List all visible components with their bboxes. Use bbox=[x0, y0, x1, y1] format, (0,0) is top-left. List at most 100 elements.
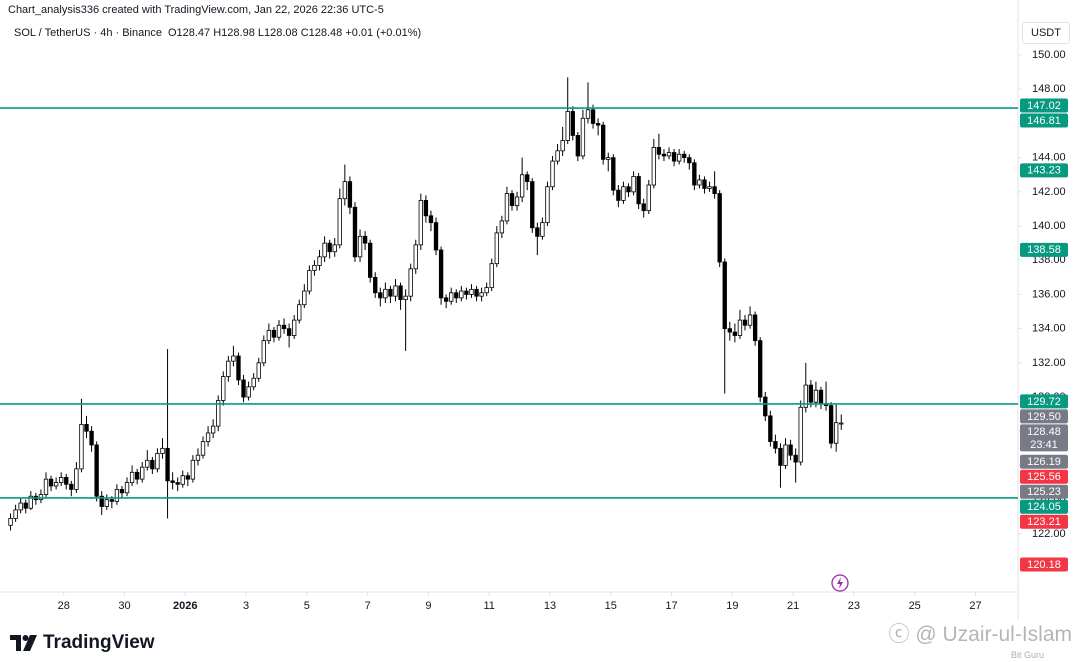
candle-body bbox=[241, 379, 246, 398]
candle-body bbox=[362, 235, 368, 244]
candle-body bbox=[742, 319, 748, 326]
candle-body bbox=[119, 488, 125, 494]
y-tick-label: 142.00 bbox=[1032, 186, 1066, 198]
price-badge-label: 138.58 bbox=[1027, 244, 1061, 256]
candle-body bbox=[464, 290, 469, 295]
price-badge-label: 124.05 bbox=[1027, 501, 1061, 513]
candle-body bbox=[449, 292, 454, 302]
candle-body bbox=[484, 287, 489, 294]
candle-body bbox=[666, 152, 672, 157]
candle-body bbox=[160, 447, 165, 454]
candle-body bbox=[271, 329, 277, 338]
candle-body bbox=[737, 319, 743, 336]
candle-body bbox=[94, 444, 99, 497]
candle-body bbox=[185, 475, 190, 480]
logo-part bbox=[23, 635, 37, 651]
candle-body bbox=[595, 123, 601, 126]
candle-body bbox=[114, 488, 120, 502]
candle-body bbox=[788, 444, 793, 456]
candle-body bbox=[342, 181, 348, 200]
candle-body bbox=[828, 405, 834, 444]
y-tick-label: 138.00 bbox=[1032, 254, 1066, 266]
candle-body bbox=[459, 290, 464, 299]
candle-body bbox=[124, 482, 130, 494]
candle-body bbox=[499, 220, 505, 234]
candle-body bbox=[398, 285, 403, 300]
candle-body bbox=[104, 499, 109, 507]
candle-body bbox=[261, 340, 266, 364]
lightning-icon[interactable] bbox=[831, 574, 849, 592]
x-tick-label: 5 bbox=[304, 600, 310, 612]
candle-body bbox=[109, 499, 115, 502]
x-tick-label: 28 bbox=[58, 600, 70, 612]
candle-body bbox=[337, 198, 342, 246]
candle-body bbox=[732, 331, 738, 336]
price-badge bbox=[1020, 484, 1068, 499]
candle-body bbox=[428, 215, 434, 224]
candle-body bbox=[8, 518, 13, 526]
candle-body bbox=[140, 466, 145, 480]
x-tick-label: 15 bbox=[605, 600, 617, 612]
candle-body bbox=[570, 111, 575, 136]
x-tick-label: 2026 bbox=[173, 600, 197, 612]
candle-body bbox=[89, 430, 94, 446]
x-tick-label: 19 bbox=[726, 600, 738, 612]
candle-body bbox=[251, 377, 256, 388]
brand: TradingView bbox=[10, 632, 155, 654]
candle-body bbox=[317, 256, 322, 266]
candle-body bbox=[13, 509, 18, 519]
candle-body bbox=[768, 415, 773, 442]
candle-body bbox=[231, 355, 236, 362]
candle-body bbox=[373, 276, 378, 294]
price-badge-label: 125.23 bbox=[1027, 486, 1061, 498]
x-tick-label: 27 bbox=[969, 600, 981, 612]
candle-body bbox=[292, 319, 297, 336]
candle-body bbox=[687, 157, 692, 164]
y-tick-label: 150.00 bbox=[1032, 49, 1066, 61]
candle-body bbox=[221, 376, 226, 401]
candle-body bbox=[38, 494, 44, 501]
candle-body bbox=[747, 314, 753, 326]
x-tick-label: 7 bbox=[365, 600, 371, 612]
x-tick-label: 17 bbox=[665, 600, 677, 612]
candle-body bbox=[28, 495, 33, 509]
price-badge bbox=[1020, 409, 1068, 424]
candle-body bbox=[347, 181, 353, 208]
candle-body bbox=[839, 422, 844, 425]
candle-body bbox=[266, 329, 272, 342]
candle-body bbox=[433, 222, 439, 251]
candle-body bbox=[297, 304, 302, 321]
price-badge bbox=[1020, 98, 1068, 113]
candle-body bbox=[312, 264, 317, 271]
price-badge bbox=[1020, 499, 1068, 514]
candle-body bbox=[226, 360, 231, 377]
price-badge bbox=[1020, 469, 1068, 484]
price-badge-label: 126.19 bbox=[1027, 456, 1061, 468]
price-badge-label: 147.02 bbox=[1027, 100, 1061, 112]
candle-body bbox=[616, 189, 621, 201]
candle-body bbox=[590, 109, 596, 124]
icon-bolt bbox=[837, 577, 843, 589]
candle-body bbox=[636, 176, 641, 205]
candle-body bbox=[601, 124, 606, 160]
candle-body bbox=[798, 406, 803, 463]
credit: Chart_analysis336 created with TradingVi… bbox=[8, 4, 384, 16]
watermark-sub: Bit Guru bbox=[1010, 650, 1044, 660]
candle-body bbox=[479, 292, 484, 297]
candle-body bbox=[200, 441, 206, 456]
candle-body bbox=[48, 478, 54, 487]
brand-logo bbox=[10, 635, 37, 651]
candle-body bbox=[626, 186, 631, 193]
candle-body bbox=[514, 196, 520, 206]
candle-body bbox=[671, 152, 677, 162]
candle-body bbox=[778, 447, 783, 466]
currency[interactable]: USDT bbox=[1022, 22, 1070, 44]
price-badge-label: 120.18 bbox=[1027, 559, 1061, 571]
candle-body bbox=[540, 222, 545, 237]
candle-body bbox=[84, 424, 89, 432]
candle-body bbox=[403, 295, 408, 300]
price-badge-label: 143.23 bbox=[1027, 165, 1061, 177]
price-badge bbox=[1020, 242, 1068, 257]
y-tick-label: 144.00 bbox=[1032, 152, 1066, 164]
